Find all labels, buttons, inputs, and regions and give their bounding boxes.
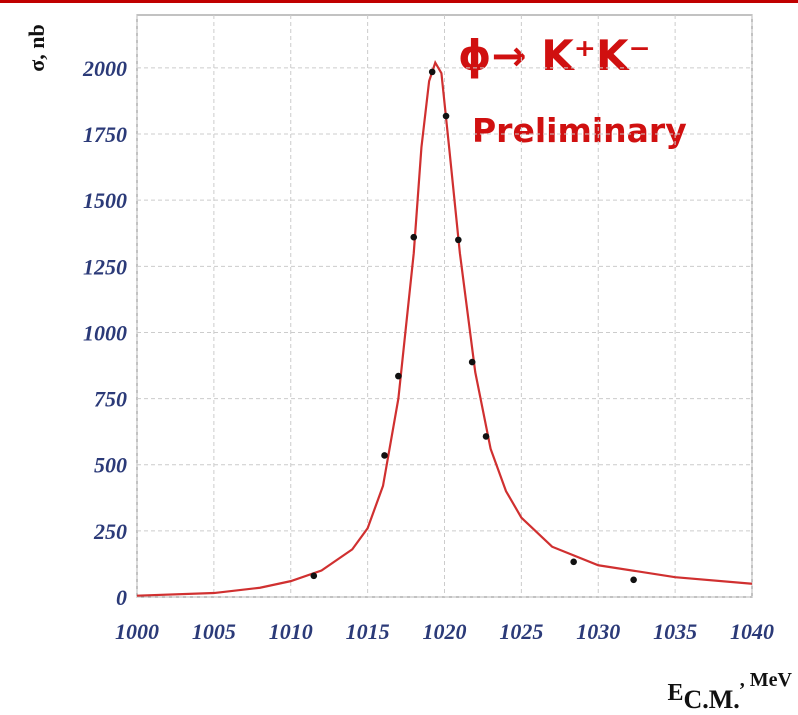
- header-bar: [0, 0, 798, 3]
- y-tick-label: 1500: [83, 188, 127, 213]
- y-tick-label: 0: [116, 585, 127, 610]
- x-tick-label: 1005: [192, 619, 236, 644]
- data-point: [442, 112, 450, 120]
- data-point: [482, 433, 490, 440]
- y-tick-label: 250: [93, 519, 127, 544]
- x-tick-label: 1015: [346, 619, 390, 644]
- x-label-sub: C.M.: [683, 685, 739, 714]
- y-tick-label: 1250: [83, 254, 127, 279]
- annotation: Preliminary: [472, 111, 687, 150]
- data-point: [410, 233, 418, 241]
- y-tick-label: 2000: [82, 56, 127, 81]
- x-tick-label: 1025: [499, 619, 543, 644]
- y-tick-label: 1750: [83, 122, 127, 147]
- x-tick-label: 1010: [269, 619, 313, 644]
- x-tick-label: 1035: [653, 619, 697, 644]
- data-point: [381, 452, 388, 459]
- data-point: [630, 576, 637, 584]
- y-tick-label: 750: [94, 387, 127, 412]
- x-tick-label: 1020: [423, 619, 467, 644]
- x-tick-label: 1030: [576, 619, 620, 644]
- y-tick-label: 1000: [83, 320, 127, 345]
- y-axis-label: σ, nb: [24, 24, 49, 71]
- x-axis-label: EC.M., MeV: [667, 669, 792, 714]
- x-label-unit: , MeV: [740, 669, 793, 691]
- data-point: [455, 236, 462, 244]
- x-tick-label: 1000: [115, 619, 159, 644]
- annotation: ϕ→ K⁺K⁻: [458, 31, 651, 80]
- x-tick-label: 1040: [730, 619, 774, 644]
- data-point: [310, 572, 318, 580]
- y-tick-label: 500: [94, 453, 127, 478]
- data-point: [570, 558, 577, 566]
- data-point: [395, 372, 402, 380]
- data-point: [468, 358, 476, 366]
- data-point: [428, 68, 436, 76]
- x-label-main: E: [667, 680, 683, 706]
